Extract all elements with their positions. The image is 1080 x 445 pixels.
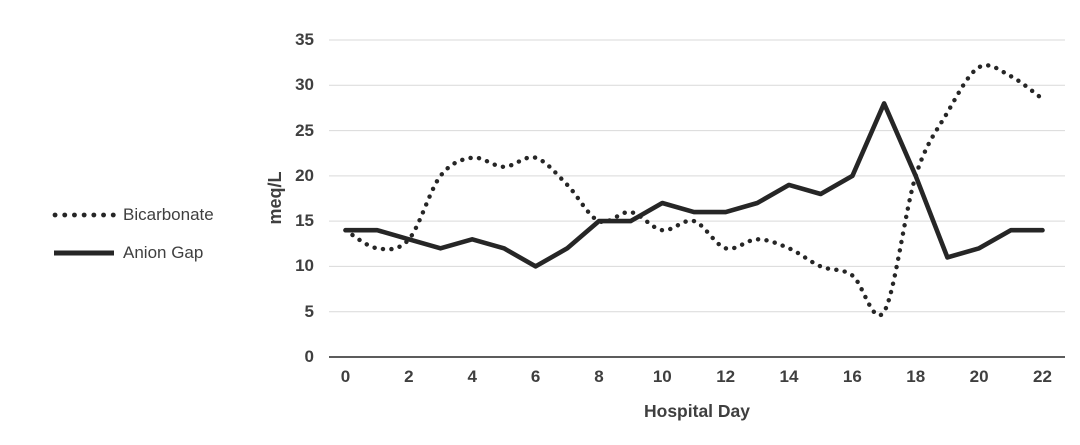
legend-label-anion-gap: Anion Gap [123, 243, 204, 262]
x-tick-label: 4 [467, 367, 477, 386]
x-tick-label: 2 [404, 367, 414, 386]
y-tick-label: 35 [295, 30, 314, 49]
legend-item-anion-gap: Anion Gap [52, 234, 214, 272]
series-line-bicarbonate [343, 63, 1045, 318]
legend-label-bicarbonate: Bicarbonate [123, 205, 214, 224]
plot-area [329, 39, 1065, 358]
x-tick-label: 12 [716, 367, 736, 386]
x-axis-ticks: 0 2 4 6 8 10 12 14 16 18 20 22 [329, 366, 1065, 390]
y-axis-ticks: 0 5 10 15 20 25 30 35 [278, 30, 314, 366]
y-tick-label: 5 [304, 301, 314, 321]
x-tick-label: 6 [530, 367, 541, 386]
x-tick-label: 16 [842, 367, 862, 386]
legend-item-bicarbonate: Bicarbonate [52, 196, 214, 234]
solid-line-swatch [54, 250, 114, 256]
y-tick-label: 10 [295, 256, 314, 276]
y-tick-label: 30 [295, 75, 314, 95]
y-tick-label: 25 [295, 120, 314, 140]
dotted-line-swatch [52, 212, 116, 218]
x-axis-title: Hospital Day [644, 401, 750, 421]
x-tick-label: 18 [906, 367, 926, 386]
chart-legend: Bicarbonate Anion Gap [52, 196, 214, 272]
y-tick-label: 15 [295, 211, 314, 231]
y-tick-label: 20 [295, 165, 314, 185]
series-line-anion-gap [343, 101, 1045, 269]
x-tick-label: 0 [340, 367, 351, 386]
x-tick-label: 20 [969, 367, 989, 386]
x-tick-label: 22 [1032, 367, 1052, 386]
x-tick-label: 14 [779, 367, 799, 386]
y-tick-label: 0 [304, 347, 314, 366]
x-tick-label: 8 [594, 367, 604, 386]
x-tick-label: 10 [652, 367, 672, 386]
